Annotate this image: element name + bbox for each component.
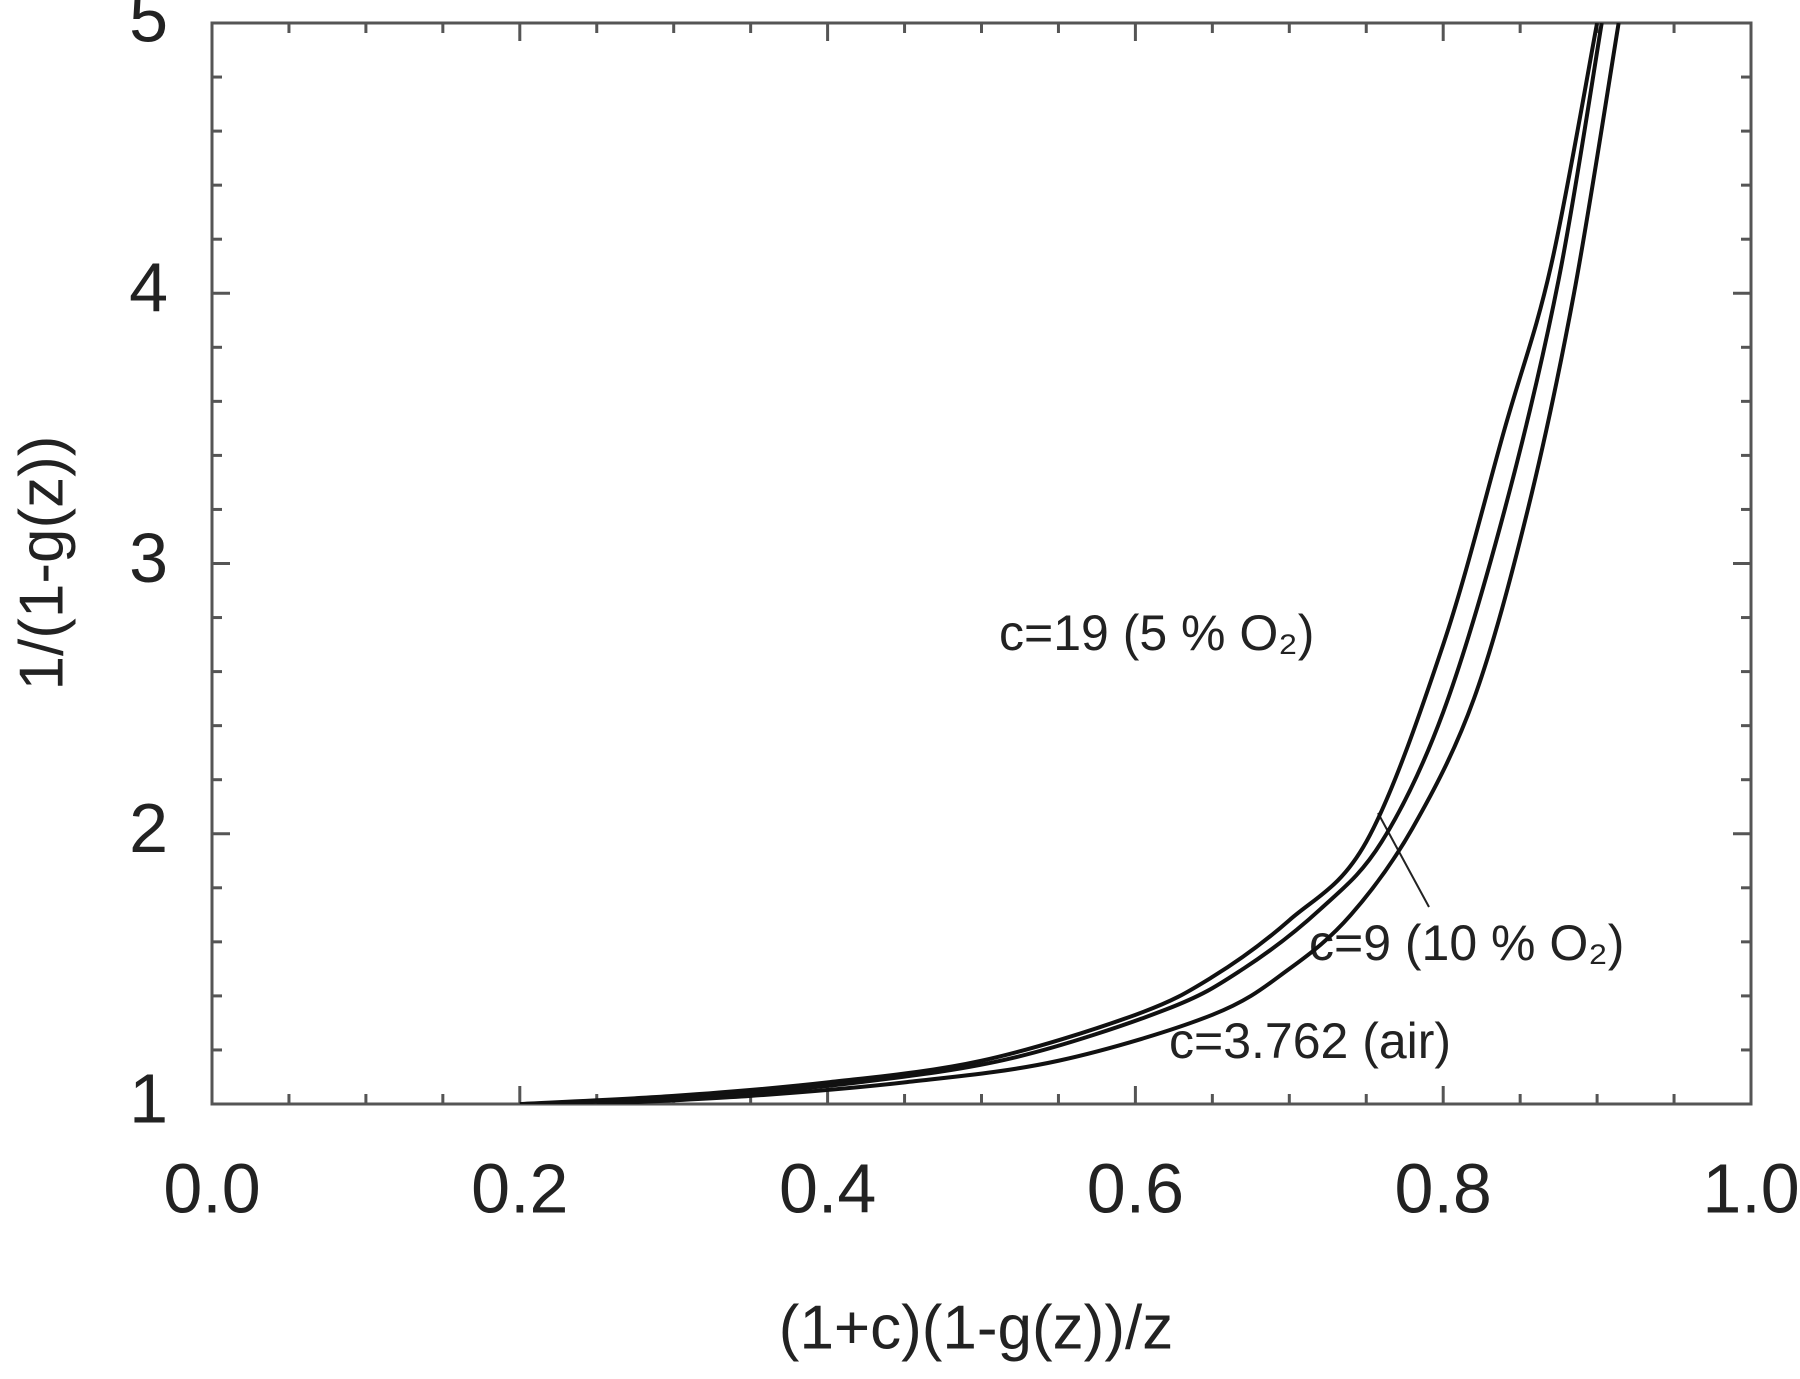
annotation: c=9 (10 % O₂) [1309, 915, 1624, 971]
x-axis-label: (1+c)(1-g(z))/z [779, 1293, 1173, 1362]
y-tick-label: 5 [129, 0, 168, 56]
line-series [550, 23, 1604, 1104]
line-series [596, 23, 1621, 1104]
annotation: c=19 (5 % O₂) [999, 605, 1314, 661]
line-series [519, 23, 1600, 1104]
x-tick-label: 0.0 [163, 1149, 260, 1227]
x-tick-label: 0.8 [1395, 1149, 1492, 1227]
y-tick-label: 1 [129, 1059, 168, 1137]
leader-line [1377, 812, 1430, 908]
y-tick-label: 4 [129, 249, 168, 327]
x-tick-label: 1.0 [1702, 1149, 1799, 1227]
x-tick-label: 0.6 [1087, 1149, 1184, 1227]
x-tick-label: 0.4 [779, 1149, 876, 1227]
plot-area [519, 23, 1621, 1104]
y-tick-label: 3 [129, 519, 168, 597]
x-tick-label: 0.2 [471, 1149, 568, 1227]
annotation: c=3.762 (air) [1169, 1013, 1451, 1069]
y-tick-label: 2 [129, 789, 168, 867]
y-axis-label: 1/(1-g(z)) [7, 436, 76, 691]
